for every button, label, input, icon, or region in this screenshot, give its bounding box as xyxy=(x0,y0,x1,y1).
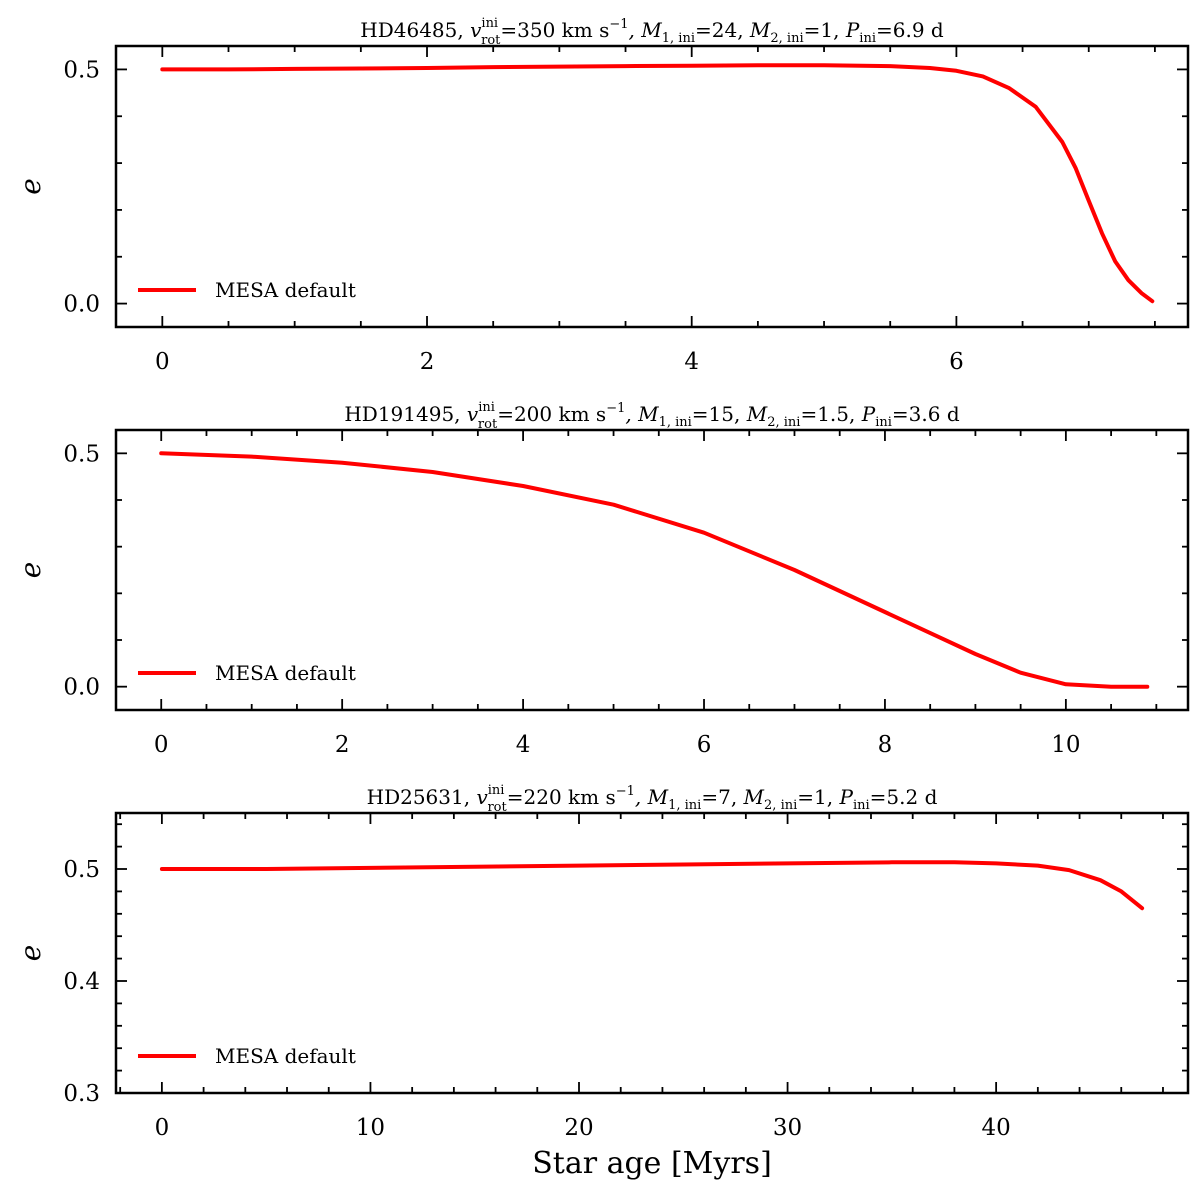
panel-2-series-mesa-default xyxy=(159,451,1150,689)
panel-2-tick-labels: 0 2 4 6 8 10 0.0 0.5 xyxy=(63,441,1080,758)
y-tick-label: 0.4 xyxy=(63,969,100,995)
panel-3-axes-frame xyxy=(114,811,1190,1095)
panel-3-ylabel: e xyxy=(14,945,47,962)
x-tick-label: 0 xyxy=(155,1115,170,1141)
panel-1-axes-frame xyxy=(114,44,1190,329)
y-tick-label: 0.5 xyxy=(63,441,100,467)
y-tick-label: 0.0 xyxy=(63,292,100,318)
panel-2-ylabel: e xyxy=(14,562,47,579)
x-tick-label: 0 xyxy=(155,349,170,375)
x-tick-label: 4 xyxy=(516,732,531,758)
panel-1-tick-labels: 0 2 4 6 0.0 0.5 xyxy=(63,57,963,375)
y-tick-label: 0.0 xyxy=(63,675,100,701)
y-tick-label: 0.5 xyxy=(63,857,100,883)
panel-1: HD46485, vini rot=350 km s−1, M1, ini=24,… xyxy=(14,16,1190,375)
x-tick-label: 6 xyxy=(949,349,964,375)
x-tick-label: 4 xyxy=(684,349,699,375)
x-tick-label: 2 xyxy=(335,732,350,758)
panel-1-title: HD46485, vini rot=350 km s−1, M1, ini=24,… xyxy=(360,16,944,48)
panel-3-legend-label: MESA default xyxy=(215,1044,356,1068)
x-tick-label: 20 xyxy=(564,1115,593,1141)
panel-1-series-mesa-default xyxy=(160,63,1155,304)
panel-2-axes-frame xyxy=(114,428,1190,712)
panel-3: HD25631, vini rot=220 km s−1, M1, ini=7, … xyxy=(14,783,1190,1181)
panel-3-xlabel: Star age [Myrs] xyxy=(532,1146,772,1181)
panel-1-ylabel: e xyxy=(14,178,47,195)
x-tick-label: 10 xyxy=(1051,732,1080,758)
panel-2-title: HD191495, vini rot=200 km s−1, M1, ini=15… xyxy=(344,400,959,432)
x-tick-label: 40 xyxy=(981,1115,1010,1141)
panel-3-tick-labels: 0 10 20 30 40 0.3 0.4 0.5 xyxy=(63,857,1010,1141)
panel-2-legend-label: MESA default xyxy=(215,661,356,685)
x-tick-label: 8 xyxy=(878,732,893,758)
panel-1-legend-label: MESA default xyxy=(215,278,356,302)
x-tick-label: 30 xyxy=(773,1115,802,1141)
y-tick-label: 0.5 xyxy=(63,57,100,83)
y-tick-label: 0.3 xyxy=(63,1081,100,1107)
x-tick-label: 2 xyxy=(420,349,435,375)
x-tick-label: 10 xyxy=(356,1115,385,1141)
panel-3-title: HD25631, vini rot=220 km s−1, M1, ini=7, … xyxy=(367,783,938,815)
panel-3-series-mesa-default xyxy=(159,860,1145,911)
panel-2: HD191495, vini rot=200 km s−1, M1, ini=15… xyxy=(14,400,1190,758)
x-tick-label: 6 xyxy=(697,732,712,758)
x-tick-label: 0 xyxy=(154,732,169,758)
